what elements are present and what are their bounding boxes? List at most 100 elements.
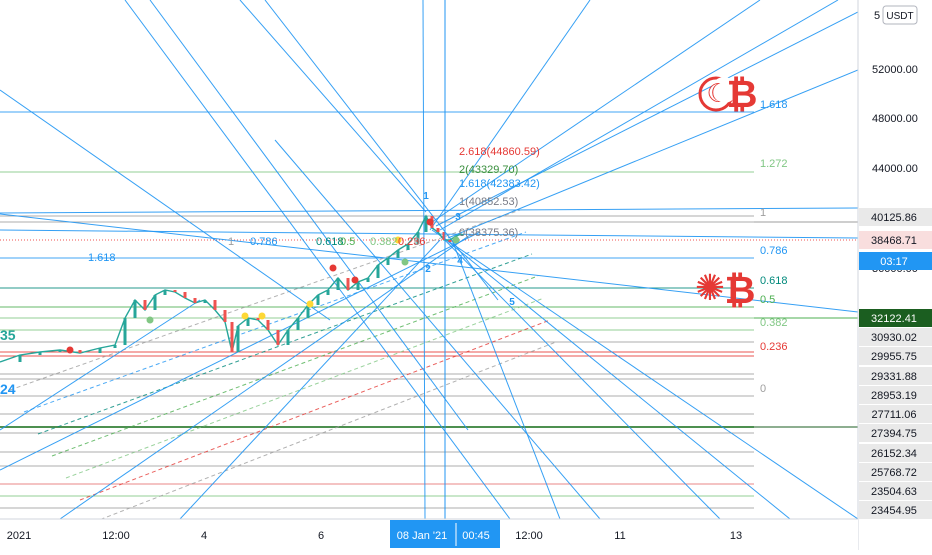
right-fib-label: 0.618 [760,275,788,287]
moon-bitcoin-icon: ₿☾ [698,74,758,116]
price-axis-tag-text: 25768.72 [871,467,917,479]
price-candle [203,300,207,303]
price-axis-tag-bg [859,482,932,500]
price-axis-tag-text: 23504.63 [871,486,917,498]
price-candle [366,278,370,282]
price-candle [316,295,320,305]
trend-line [431,229,858,519]
price-candle [143,300,147,310]
trend-line [431,0,761,223]
price-candle [183,292,187,298]
trend-line [439,234,791,519]
price-candle [406,244,410,250]
wave-label: 4 [457,256,463,267]
price-axis-tag-text: 27394.75 [871,428,917,440]
price-axis-tag: 27711.06 [859,405,932,423]
fib-extension-label: 1.618(42383.42) [459,178,540,190]
fib-extension-label: 2.618(44860.59) [459,146,540,158]
signal-marker [241,312,249,320]
right-fib-label: 1 [760,207,766,219]
trend-line [59,234,471,519]
x-tick-label: 13 [730,530,742,542]
trend-line [179,239,441,519]
trend-line [451,239,561,519]
trend-line [0,299,201,431]
trend-line [0,89,331,321]
pitchfork-level-label: 0.618 [316,236,344,248]
trend-line [447,69,858,239]
price-candle [153,295,157,310]
trend-line [0,207,858,214]
wave-label: 1 [423,191,429,202]
price-candle [58,350,62,352]
price-axis-tag-text: 32122.41 [871,313,917,325]
right-fib-label: 1.618 [760,99,788,111]
price-axis-tag-bg [859,501,932,519]
signal-marker [146,316,154,324]
price-candle [78,350,82,353]
pitchfork-dashed-line [65,297,545,479]
price-candle [356,282,360,290]
pitchfork-dashed-line [9,209,521,391]
price-axis-tag-text: 27711.06 [871,409,916,421]
price-axis-tag-text: 38468.71 [871,235,917,247]
price-candle [346,278,350,290]
price-candle [442,232,446,240]
bitcoin-glyph: ₿ [727,74,758,116]
x-tick-label: 2021 [7,530,31,542]
price-candle [38,352,42,355]
price-axis-tag-bg [859,252,932,270]
price-axis-tag-bg [859,463,932,481]
right-fib-label: 0.236 [760,341,788,353]
price-candle [386,258,390,265]
price-axis-tag: 03:17 [859,252,932,270]
bitcoin-glyph: ₿ [725,270,756,312]
right-fib-label: 1.272 [760,158,788,170]
price-candle [306,305,310,318]
price-axis-tag-bg [859,405,932,423]
price-axis-tag: 28953.19 [859,386,932,404]
right-fib-label: 0.5 [760,294,775,306]
price-candle [286,330,290,345]
sun-bitcoin-icon: ✺ ₿ [695,267,756,312]
trend-line [0,231,481,471]
fib-extension-label: 1(40852.53) [459,196,518,208]
price-candle [436,228,440,232]
price-candle [276,330,280,345]
price-candle [336,278,340,290]
fib-extension-label: 0(38375.36) [459,227,518,239]
x-tick-label: 6 [318,530,324,542]
trend-line [429,0,591,231]
price-axis-tag-text: 29955.75 [871,351,917,363]
currency-badge-text: USDT [886,11,913,22]
price-candle [266,320,270,330]
pitchfork-dashed-line [79,319,551,501]
sun-glyph: ✺ [695,267,725,308]
pitchfork-dashed-line [23,231,527,413]
price-axis-tag: 40125.86 [859,208,932,226]
signal-marker [426,218,434,226]
price-axis-tag-bg [859,386,932,404]
price-candle [376,265,380,278]
price-axis-tag: 26152.34 [859,444,932,462]
price-candle [213,300,217,310]
signal-marker [329,264,337,272]
time-cursor-tag: 08 Jan '21 00:45 [390,520,500,548]
price-axis-tag: 32122.41 [859,309,932,327]
price-candle [163,290,167,295]
price-candle [173,290,177,292]
price-axis-tag-bg [859,309,932,327]
wave-label: 3 [455,212,461,223]
price-candle [133,300,137,318]
trend-line [435,11,858,227]
y-tick-partial: 5 [874,10,880,22]
pitchfork-level-label: 0 [414,236,420,248]
trend-line [439,0,839,231]
currency-badge: USDT [882,5,918,25]
price-candle [396,250,400,258]
price-axis-tag-text: 26152.34 [871,448,917,460]
price-axis-tag: 23504.63 [859,482,932,500]
price-axis-tag-bg [859,208,932,226]
